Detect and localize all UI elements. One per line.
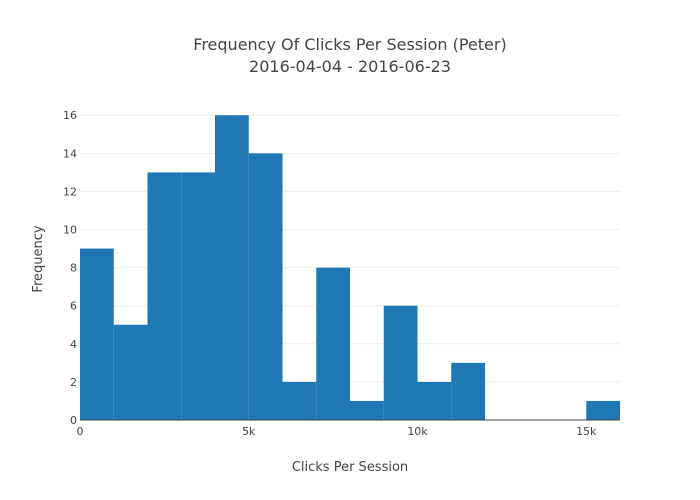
y-axis-title: Frequency — [31, 225, 46, 292]
x-axis-title: Clicks Per Session — [292, 460, 408, 475]
y-tick-label-7: 14 — [63, 147, 77, 160]
y-tick-label-4: 8 — [70, 262, 77, 275]
y-tick-label-8: 16 — [63, 109, 77, 122]
x-tick-label-3: 15k — [576, 425, 597, 438]
histogram-bar-9 — [383, 305, 418, 420]
y-tick-label-6: 12 — [63, 185, 77, 198]
chart-title: Frequency Of Clicks Per Session (Peter) — [193, 35, 506, 54]
histogram-bar-11 — [451, 362, 485, 420]
x-tick-label-2: 10k — [407, 425, 428, 438]
histogram-bars — [80, 115, 620, 421]
histogram-bar-3 — [181, 172, 215, 420]
x-tick-label-0: 0 — [77, 425, 84, 438]
histogram-bar-1 — [113, 324, 148, 420]
y-tick-label-3: 6 — [70, 300, 77, 313]
histogram-bar-4 — [215, 115, 249, 420]
histogram-bar-8 — [350, 400, 384, 420]
histogram-bar-7 — [316, 267, 350, 420]
y-tick-label-5: 10 — [63, 224, 77, 237]
histogram-bar-5 — [248, 153, 283, 421]
histogram-bar-2 — [147, 172, 182, 420]
histogram-bar-10 — [417, 381, 452, 420]
y-tick-label-0: 0 — [70, 414, 77, 427]
histogram-bar-6 — [282, 381, 317, 420]
y-tick-label-1: 2 — [70, 376, 77, 389]
x-tick-labels: 0 5k 10k 15k — [77, 425, 598, 438]
y-tick-label-2: 4 — [70, 338, 77, 351]
chart-subtitle: 2016-04-04 - 2016-06-23 — [249, 57, 451, 76]
histogram-bar-0 — [80, 248, 114, 420]
histogram-bar-15 — [586, 400, 620, 420]
y-tick-labels: 0 2 4 6 8 10 12 14 16 — [63, 109, 77, 427]
x-tick-label-1: 5k — [242, 425, 256, 438]
